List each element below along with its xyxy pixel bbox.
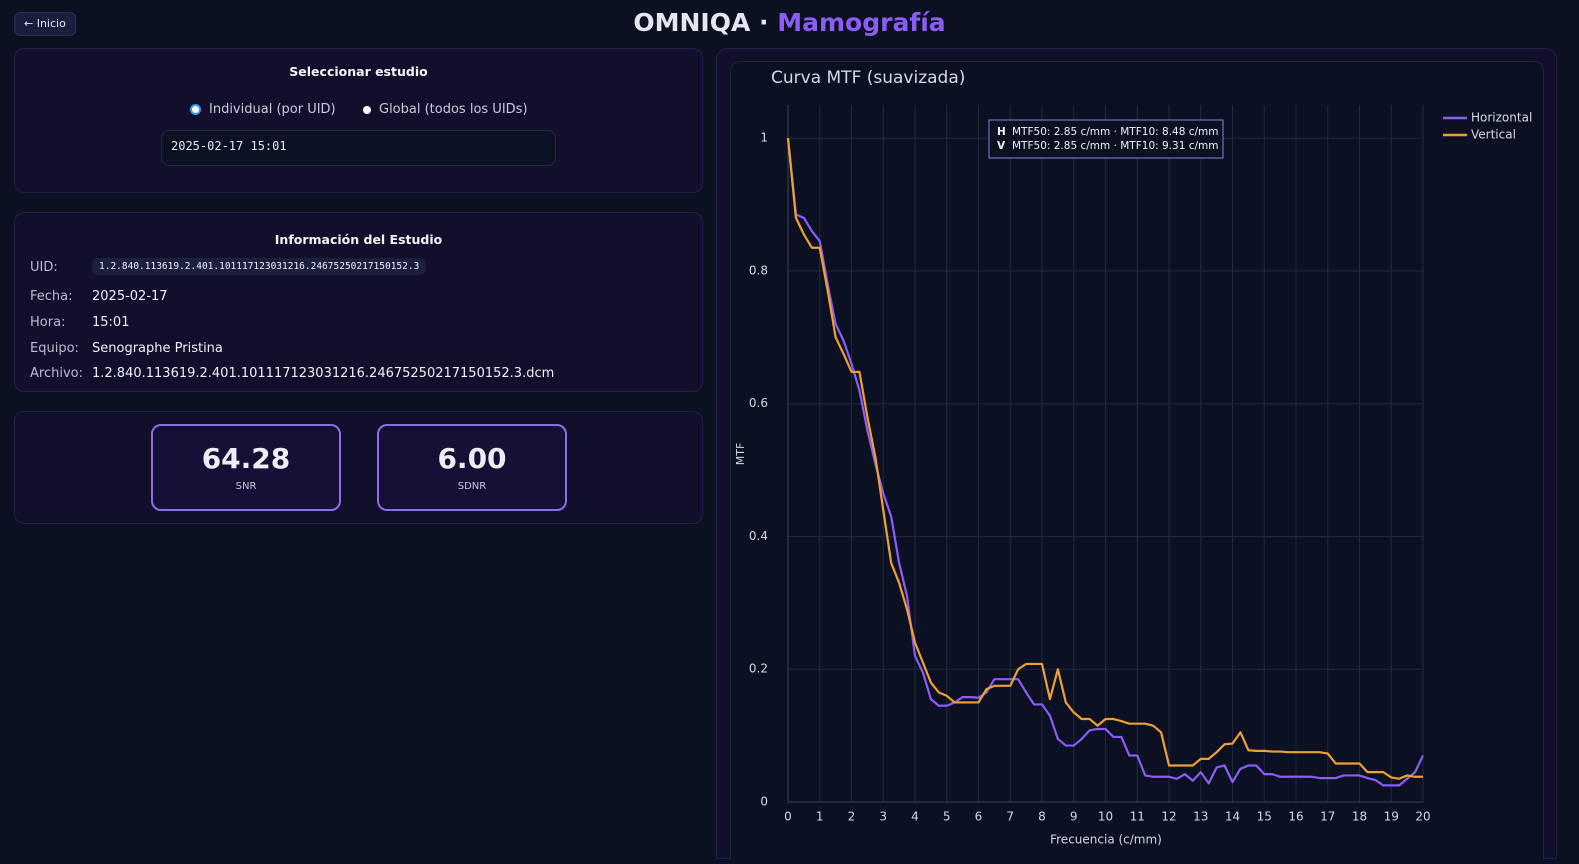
y-tick-label: 0.8 xyxy=(749,263,768,277)
chart-container: Curva MTF (suavizada) Frecuencia (c/mm) … xyxy=(730,61,1544,860)
annotation-tag: H xyxy=(997,126,1006,138)
info-value: 1.2.840.113619.2.401.101117123031216.246… xyxy=(92,366,555,381)
x-tick-label: 3 xyxy=(879,810,887,824)
metric-value: 6.00 xyxy=(437,442,507,475)
x-tick-label: 17 xyxy=(1320,810,1335,824)
x-tick-label: 0 xyxy=(784,810,792,824)
study-info: Información del Estudio UID: 1.2.840.113… xyxy=(14,212,703,392)
separator: · xyxy=(759,8,769,37)
metric-value: 64.28 xyxy=(201,442,291,475)
x-tick-label: 4 xyxy=(911,810,919,824)
legend-label: Horizontal xyxy=(1471,111,1532,125)
series-line xyxy=(786,138,1424,787)
y-tick-label: 0.6 xyxy=(749,396,768,410)
page-title: OMNIQA · Mamografía xyxy=(0,8,1579,37)
section: Mamografía xyxy=(777,8,946,37)
y-tick-label: 0.2 xyxy=(749,662,768,676)
card-title: Información del Estudio xyxy=(274,232,443,247)
radio-option[interactable]: Global (todos los UIDs) xyxy=(363,102,528,117)
radio-label: Individual (por UID) xyxy=(209,102,336,117)
info-label: Equipo: xyxy=(30,341,79,356)
x-tick-label: 12 xyxy=(1161,810,1176,824)
study-dropdown[interactable]: 2025-02-17 15:01 xyxy=(161,130,556,166)
annotation-text: MTF50: 2.85 c/mm · MTF10: 9.31 c/mm xyxy=(1012,140,1218,152)
x-tick-label: 1 xyxy=(816,810,824,824)
info-label: UID: xyxy=(30,260,58,275)
x-tick-label: 6 xyxy=(975,810,983,824)
x-tick-label: 7 xyxy=(1006,810,1014,824)
info-value: Senographe Pristina xyxy=(92,341,223,356)
y-tick-label: 0.4 xyxy=(749,529,768,543)
metric: 64.28 SNR xyxy=(151,424,341,511)
metric-label: SNR xyxy=(235,481,257,492)
legend-label: Vertical xyxy=(1471,128,1516,142)
y-tick-label: 1 xyxy=(760,131,768,145)
x-tick-label: 19 xyxy=(1384,810,1399,824)
brand: OMNIQA xyxy=(633,8,751,37)
radio-dot xyxy=(190,104,201,115)
x-tick-label: 15 xyxy=(1257,810,1272,824)
x-tick-label: 14 xyxy=(1225,810,1240,824)
study-selector: Seleccionar estudio Individual (por UID)… xyxy=(14,48,703,193)
back-button[interactable]: ← Inicio xyxy=(14,12,76,36)
x-tick-label: 8 xyxy=(1038,810,1046,824)
info-label: Fecha: xyxy=(30,289,73,304)
x-tick-label: 9 xyxy=(1070,810,1078,824)
x-tick-label: 10 xyxy=(1098,810,1113,824)
metrics-card: 64.28 SNR 6.00 SDNR xyxy=(14,411,703,524)
chart: Curva MTF (suavizada) Frecuencia (c/mm) … xyxy=(734,68,1532,847)
x-tick-label: 2 xyxy=(848,810,856,824)
info-value: 15:01 xyxy=(92,315,130,330)
x-axis-label: Frecuencia (c/mm) xyxy=(1050,833,1162,847)
radio-option[interactable]: Individual (por UID) xyxy=(190,102,336,117)
x-tick-label: 18 xyxy=(1352,810,1367,824)
series-line xyxy=(786,138,1423,780)
x-tick-label: 5 xyxy=(943,810,951,824)
chart-title: Curva MTF (suavizada) xyxy=(771,68,965,88)
info-value: 2025-02-17 xyxy=(92,289,168,304)
annotation-text: MTF50: 2.85 c/mm · MTF10: 8.48 c/mm xyxy=(1012,126,1218,138)
x-tick-label: 20 xyxy=(1415,810,1430,824)
annotation-box xyxy=(988,119,1224,159)
metric: 6.00 SDNR xyxy=(377,424,567,511)
card-title: Seleccionar estudio xyxy=(289,64,428,79)
chart-panel: Curva MTF (suavizada) Frecuencia (c/mm) … xyxy=(716,48,1557,860)
radio-dot xyxy=(363,105,371,114)
info-value: 1.2.840.113619.2.401.101117123031216.246… xyxy=(92,258,427,275)
uid-pill: 1.2.840.113619.2.401.101117123031216.246… xyxy=(92,258,427,275)
y-tick-label: 0 xyxy=(760,795,768,809)
x-tick-label: 13 xyxy=(1193,810,1208,824)
metric-label: SDNR xyxy=(457,481,487,492)
radio-label: Global (todos los UIDs) xyxy=(379,102,528,117)
x-tick-label: 16 xyxy=(1288,810,1303,824)
annotation-tag: V xyxy=(997,140,1006,152)
info-label: Hora: xyxy=(30,315,66,330)
y-axis-label: MTF xyxy=(734,443,747,466)
info-label: Archivo: xyxy=(30,366,83,381)
x-tick-label: 11 xyxy=(1130,810,1145,824)
